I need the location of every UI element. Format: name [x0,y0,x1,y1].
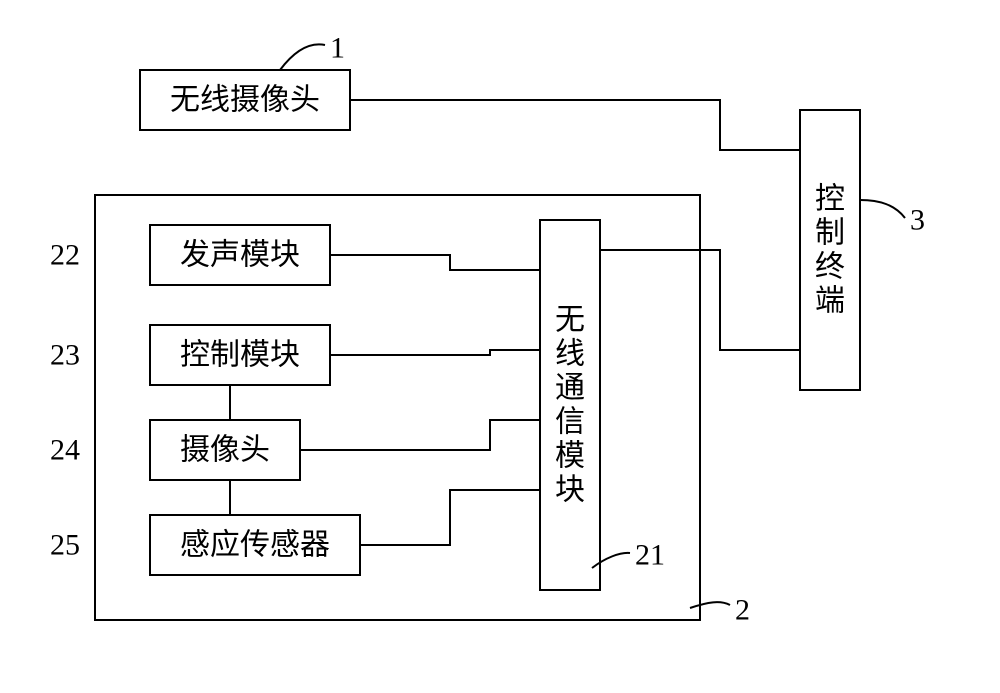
label-l21: 21 [635,539,665,572]
block-label-b3: 控制终端 [815,183,845,318]
label-l1: 1 [330,32,345,65]
label-l2: 2 [735,594,750,627]
block-label-b21: 无线通信模块 [555,304,585,507]
label-l23: 23 [50,339,80,372]
label-l24: 24 [50,434,80,467]
label-l25: 25 [50,529,80,562]
label-l3: 3 [910,204,925,237]
block-label-b24: 摄像头 [180,434,270,467]
block-label-b25: 感应传感器 [180,529,330,562]
block-label-b1: 无线摄像头 [170,84,320,117]
block-label-b22: 发声模块 [180,239,300,272]
label-l22: 22 [50,239,80,272]
block-label-b23: 控制模块 [180,339,300,372]
